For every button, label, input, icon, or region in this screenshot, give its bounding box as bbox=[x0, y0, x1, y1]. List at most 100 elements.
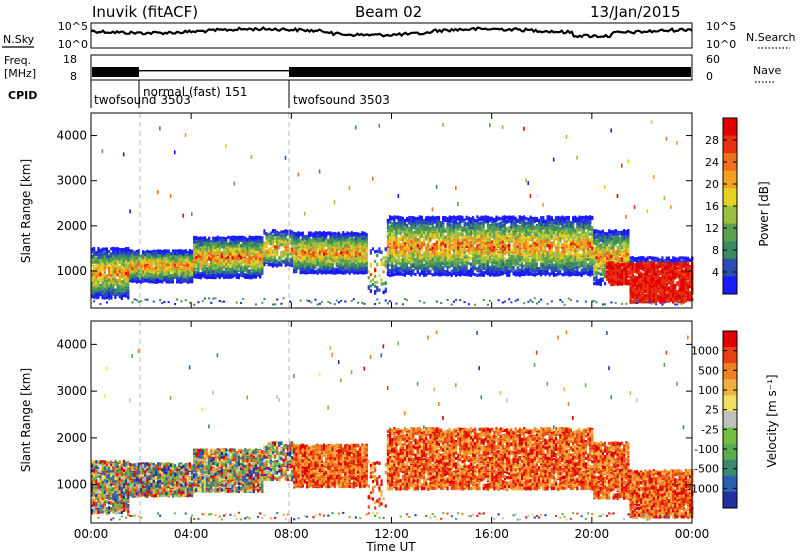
heatmap-cell bbox=[140, 272, 142, 275]
heatmap-cell bbox=[106, 280, 108, 283]
heatmap-cell bbox=[108, 288, 110, 291]
heatmap-cell bbox=[125, 249, 127, 252]
heatmap-cell bbox=[119, 288, 121, 291]
heatmap-cell bbox=[144, 253, 146, 256]
freq-label-1: Freq. bbox=[4, 54, 31, 67]
heatmap-cell bbox=[134, 270, 136, 273]
heatmap-cell bbox=[127, 274, 129, 277]
nsky-label: N.Sky bbox=[3, 33, 35, 46]
heatmap-cell bbox=[102, 291, 104, 294]
heatmap-cell bbox=[110, 265, 112, 268]
heatmap-cell bbox=[95, 260, 97, 263]
nsky-trace bbox=[91, 28, 692, 38]
heatmap-cell bbox=[108, 298, 110, 300]
heatmap-cell bbox=[95, 297, 97, 299]
heatmap-cell bbox=[112, 260, 114, 263]
heatmap-cell bbox=[114, 247, 116, 250]
heatmap-cell bbox=[136, 252, 138, 255]
heatmap-cell bbox=[125, 294, 127, 297]
heatmap-cell bbox=[97, 252, 99, 255]
heatmap-cell bbox=[102, 263, 104, 266]
heatmap-cell bbox=[134, 262, 136, 265]
heatmap-cell bbox=[127, 249, 129, 252]
heatmap-cell bbox=[136, 260, 138, 263]
summary-plot: Inuvik (fitACF) Beam 02 13/Jan/2015 N.Sk… bbox=[0, 0, 800, 554]
heatmap-cell bbox=[93, 268, 95, 271]
heatmap-cell bbox=[127, 283, 129, 286]
heatmap-cell bbox=[134, 278, 136, 281]
heatmap-cell bbox=[146, 279, 148, 282]
heatmap-cell bbox=[106, 255, 108, 258]
power-heatmap-cells bbox=[91, 120, 693, 306]
heatmap-cell bbox=[121, 280, 123, 283]
freq-tick-bottom: 8 bbox=[70, 70, 77, 83]
heatmap-cell bbox=[144, 273, 146, 276]
freq-band-3 bbox=[289, 67, 691, 77]
heatmap-cell bbox=[127, 262, 129, 265]
heatmap-cell bbox=[144, 299, 146, 301]
heatmap-cell bbox=[127, 287, 129, 290]
heatmap-cell bbox=[97, 283, 99, 286]
heatmap-cell bbox=[93, 281, 95, 284]
heatmap-cell bbox=[121, 275, 123, 278]
heatmap-cell bbox=[142, 250, 144, 253]
heatmap-cell bbox=[117, 261, 119, 264]
heatmap-cell bbox=[104, 260, 106, 263]
heatmap-cell bbox=[114, 262, 116, 265]
heatmap-cell bbox=[117, 251, 119, 254]
heatmap-cell bbox=[123, 254, 125, 257]
heatmap-cell bbox=[142, 274, 144, 277]
heatmap-cell bbox=[144, 267, 146, 270]
heatmap-cell bbox=[129, 277, 131, 280]
heatmap-cell bbox=[146, 268, 148, 271]
heatmap-cell bbox=[138, 253, 140, 256]
heatmap-cell bbox=[151, 268, 153, 271]
heatmap-cell bbox=[106, 266, 108, 269]
heatmap-cell bbox=[131, 274, 133, 277]
heatmap-cell bbox=[149, 264, 151, 267]
heatmap-cell bbox=[131, 262, 133, 265]
heatmap-cell bbox=[151, 276, 153, 279]
heatmap-cell bbox=[97, 272, 99, 275]
heatmap-cell bbox=[100, 268, 102, 271]
heatmap-cell bbox=[104, 269, 106, 272]
nave-tick-bottom: 0 bbox=[706, 70, 713, 83]
heatmap-cell bbox=[129, 252, 131, 255]
heatmap-cell bbox=[123, 286, 125, 289]
station-title: Inuvik (fitACF) bbox=[92, 3, 198, 21]
heatmap-cell bbox=[97, 294, 99, 297]
heatmap-cell bbox=[146, 265, 148, 268]
heatmap-cell bbox=[104, 248, 106, 251]
heatmap-cell bbox=[108, 256, 110, 259]
heatmap-cell bbox=[131, 280, 133, 283]
heatmap-cell bbox=[125, 288, 127, 291]
heatmap-cell bbox=[131, 301, 133, 303]
heatmap-cell bbox=[144, 256, 146, 259]
heatmap-cell bbox=[117, 256, 119, 259]
heatmap-cell bbox=[95, 288, 97, 291]
heatmap-cell bbox=[102, 274, 104, 277]
heatmap-cell bbox=[93, 276, 95, 279]
heatmap-cell bbox=[123, 264, 125, 267]
heatmap-cell bbox=[125, 272, 127, 275]
heatmap-cell bbox=[97, 276, 99, 279]
heatmap-cell bbox=[114, 275, 116, 278]
heatmap-cell bbox=[119, 279, 121, 282]
heatmap-cell bbox=[129, 274, 131, 277]
heatmap-cell bbox=[117, 287, 119, 290]
heatmap-cell bbox=[95, 263, 97, 266]
heatmap-cell bbox=[100, 303, 102, 305]
heatmap-cell bbox=[106, 261, 108, 264]
heatmap-cell bbox=[117, 273, 119, 276]
heatmap-cell bbox=[127, 265, 129, 268]
heatmap-cell bbox=[93, 290, 95, 293]
heatmap-cell bbox=[110, 247, 112, 250]
heatmap-cell bbox=[140, 300, 142, 302]
heatmap-cell bbox=[119, 250, 121, 253]
nave-tick-top: 60 bbox=[706, 53, 720, 66]
heatmap-cell bbox=[119, 270, 121, 273]
heatmap-cell bbox=[112, 293, 114, 296]
heatmap-cell bbox=[110, 270, 112, 273]
heatmap-cell bbox=[151, 265, 153, 268]
heatmap-cell bbox=[117, 265, 119, 268]
